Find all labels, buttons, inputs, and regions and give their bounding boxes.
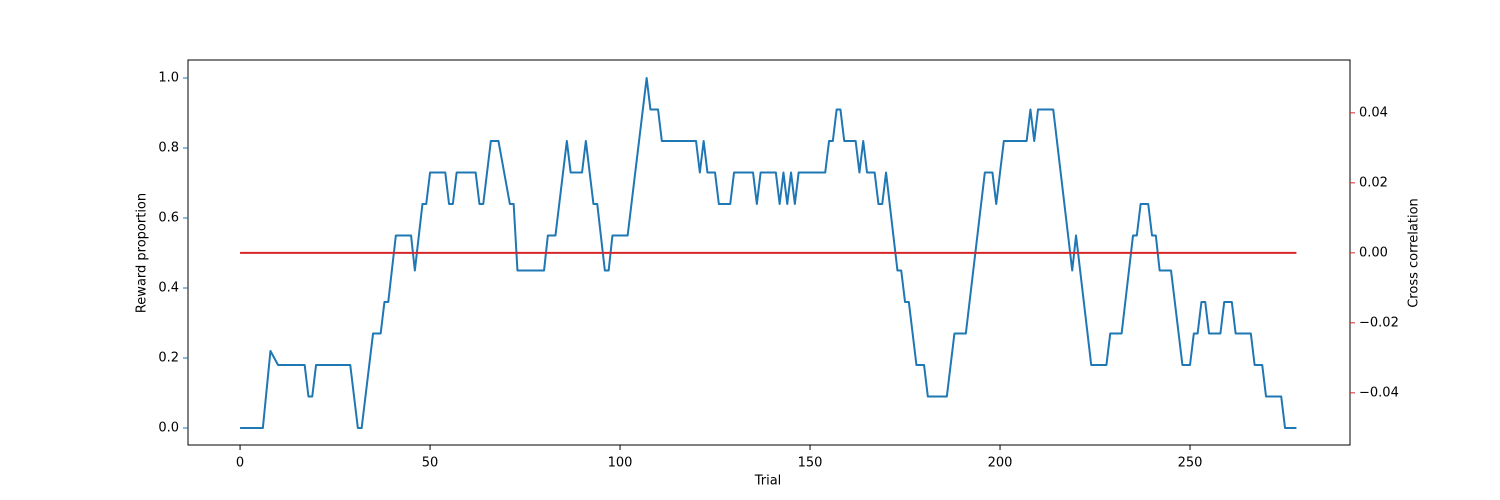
y-axis-label: Reward proportion xyxy=(135,193,150,313)
y2-tick-label: 0.02 xyxy=(1359,175,1388,190)
y-tick-label: 0.0 xyxy=(158,420,179,435)
x-tick-label: 100 xyxy=(608,456,633,471)
y2-axis-label: Cross correlation xyxy=(1407,198,1422,308)
y2-tick-label: −0.04 xyxy=(1359,385,1399,400)
x-tick-label: 0 xyxy=(236,456,244,471)
y-tick-label: 0.6 xyxy=(158,210,179,225)
x-tick-label: 200 xyxy=(988,456,1013,471)
x-tick-label: 50 xyxy=(422,456,439,471)
x-tick-label: 150 xyxy=(798,456,823,471)
y-tick-label: 1.0 xyxy=(158,70,179,85)
x-tick-label: 250 xyxy=(1178,456,1203,471)
y2-tick-label: 0.04 xyxy=(1359,105,1388,120)
y2-tick-label: 0.00 xyxy=(1359,245,1388,260)
y-tick-label: 0.8 xyxy=(158,140,179,155)
y2-tick-label: −0.02 xyxy=(1359,315,1399,330)
line-series xyxy=(240,76,1297,429)
y-tick-label: 0.4 xyxy=(158,280,179,295)
y-tick-label: 0.2 xyxy=(158,350,179,365)
x-axis-label: Trial xyxy=(754,474,782,489)
